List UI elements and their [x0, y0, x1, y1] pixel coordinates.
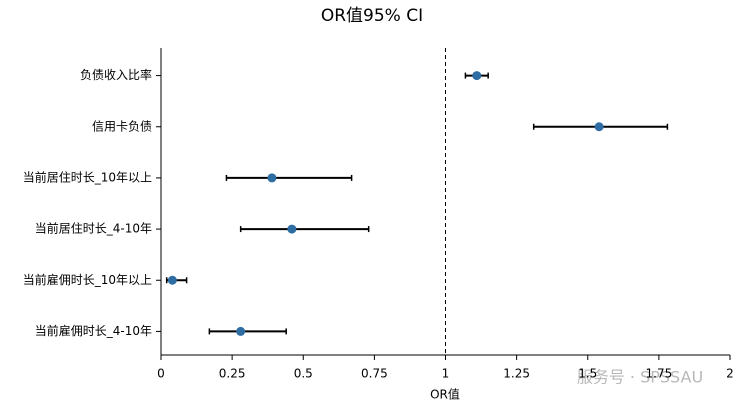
y-tick-label: 当前居住时长_4-10年 [35, 221, 152, 236]
y-tick-label: 负债收入比率 [80, 67, 152, 82]
y-tick-label: 信用卡负债 [92, 119, 152, 133]
x-axis-label: OR值 [430, 387, 460, 402]
point [236, 326, 246, 336]
point [594, 122, 604, 132]
x-tick-label: 0.25 [219, 367, 246, 381]
chart-title: OR值95% CI [321, 6, 423, 26]
y-tick-label: 当前雇佣时长_10年以上 [23, 272, 152, 287]
x-tick-label: 0.75 [361, 367, 388, 381]
point [167, 275, 177, 285]
point [267, 173, 277, 183]
point [287, 224, 297, 234]
y-tick-label: 当前居住时长_10年以上 [23, 169, 152, 184]
x-tick-label: 0.5 [294, 367, 313, 381]
watermark: 服务号 · SPSSAU [577, 368, 703, 387]
x-tick-label: 2 [726, 367, 734, 381]
x-tick-label: 1 [442, 367, 450, 381]
point [472, 71, 482, 81]
x-tick-label: 0 [157, 367, 165, 381]
x-tick-label: 1.25 [503, 367, 530, 381]
x-tick-label: 1.75 [646, 367, 673, 381]
y-tick-label: 当前雇佣时长_4-10年 [35, 323, 152, 338]
x-tick-label: 1.5 [578, 367, 597, 381]
